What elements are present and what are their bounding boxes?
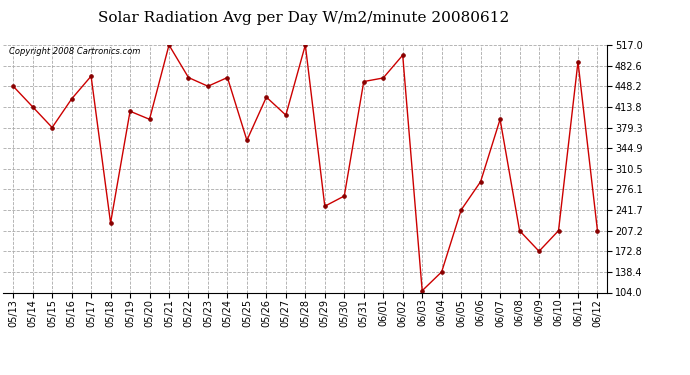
Text: Copyright 2008 Cartronics.com: Copyright 2008 Cartronics.com xyxy=(10,48,141,57)
Text: Solar Radiation Avg per Day W/m2/minute 20080612: Solar Radiation Avg per Day W/m2/minute … xyxy=(98,11,509,25)
